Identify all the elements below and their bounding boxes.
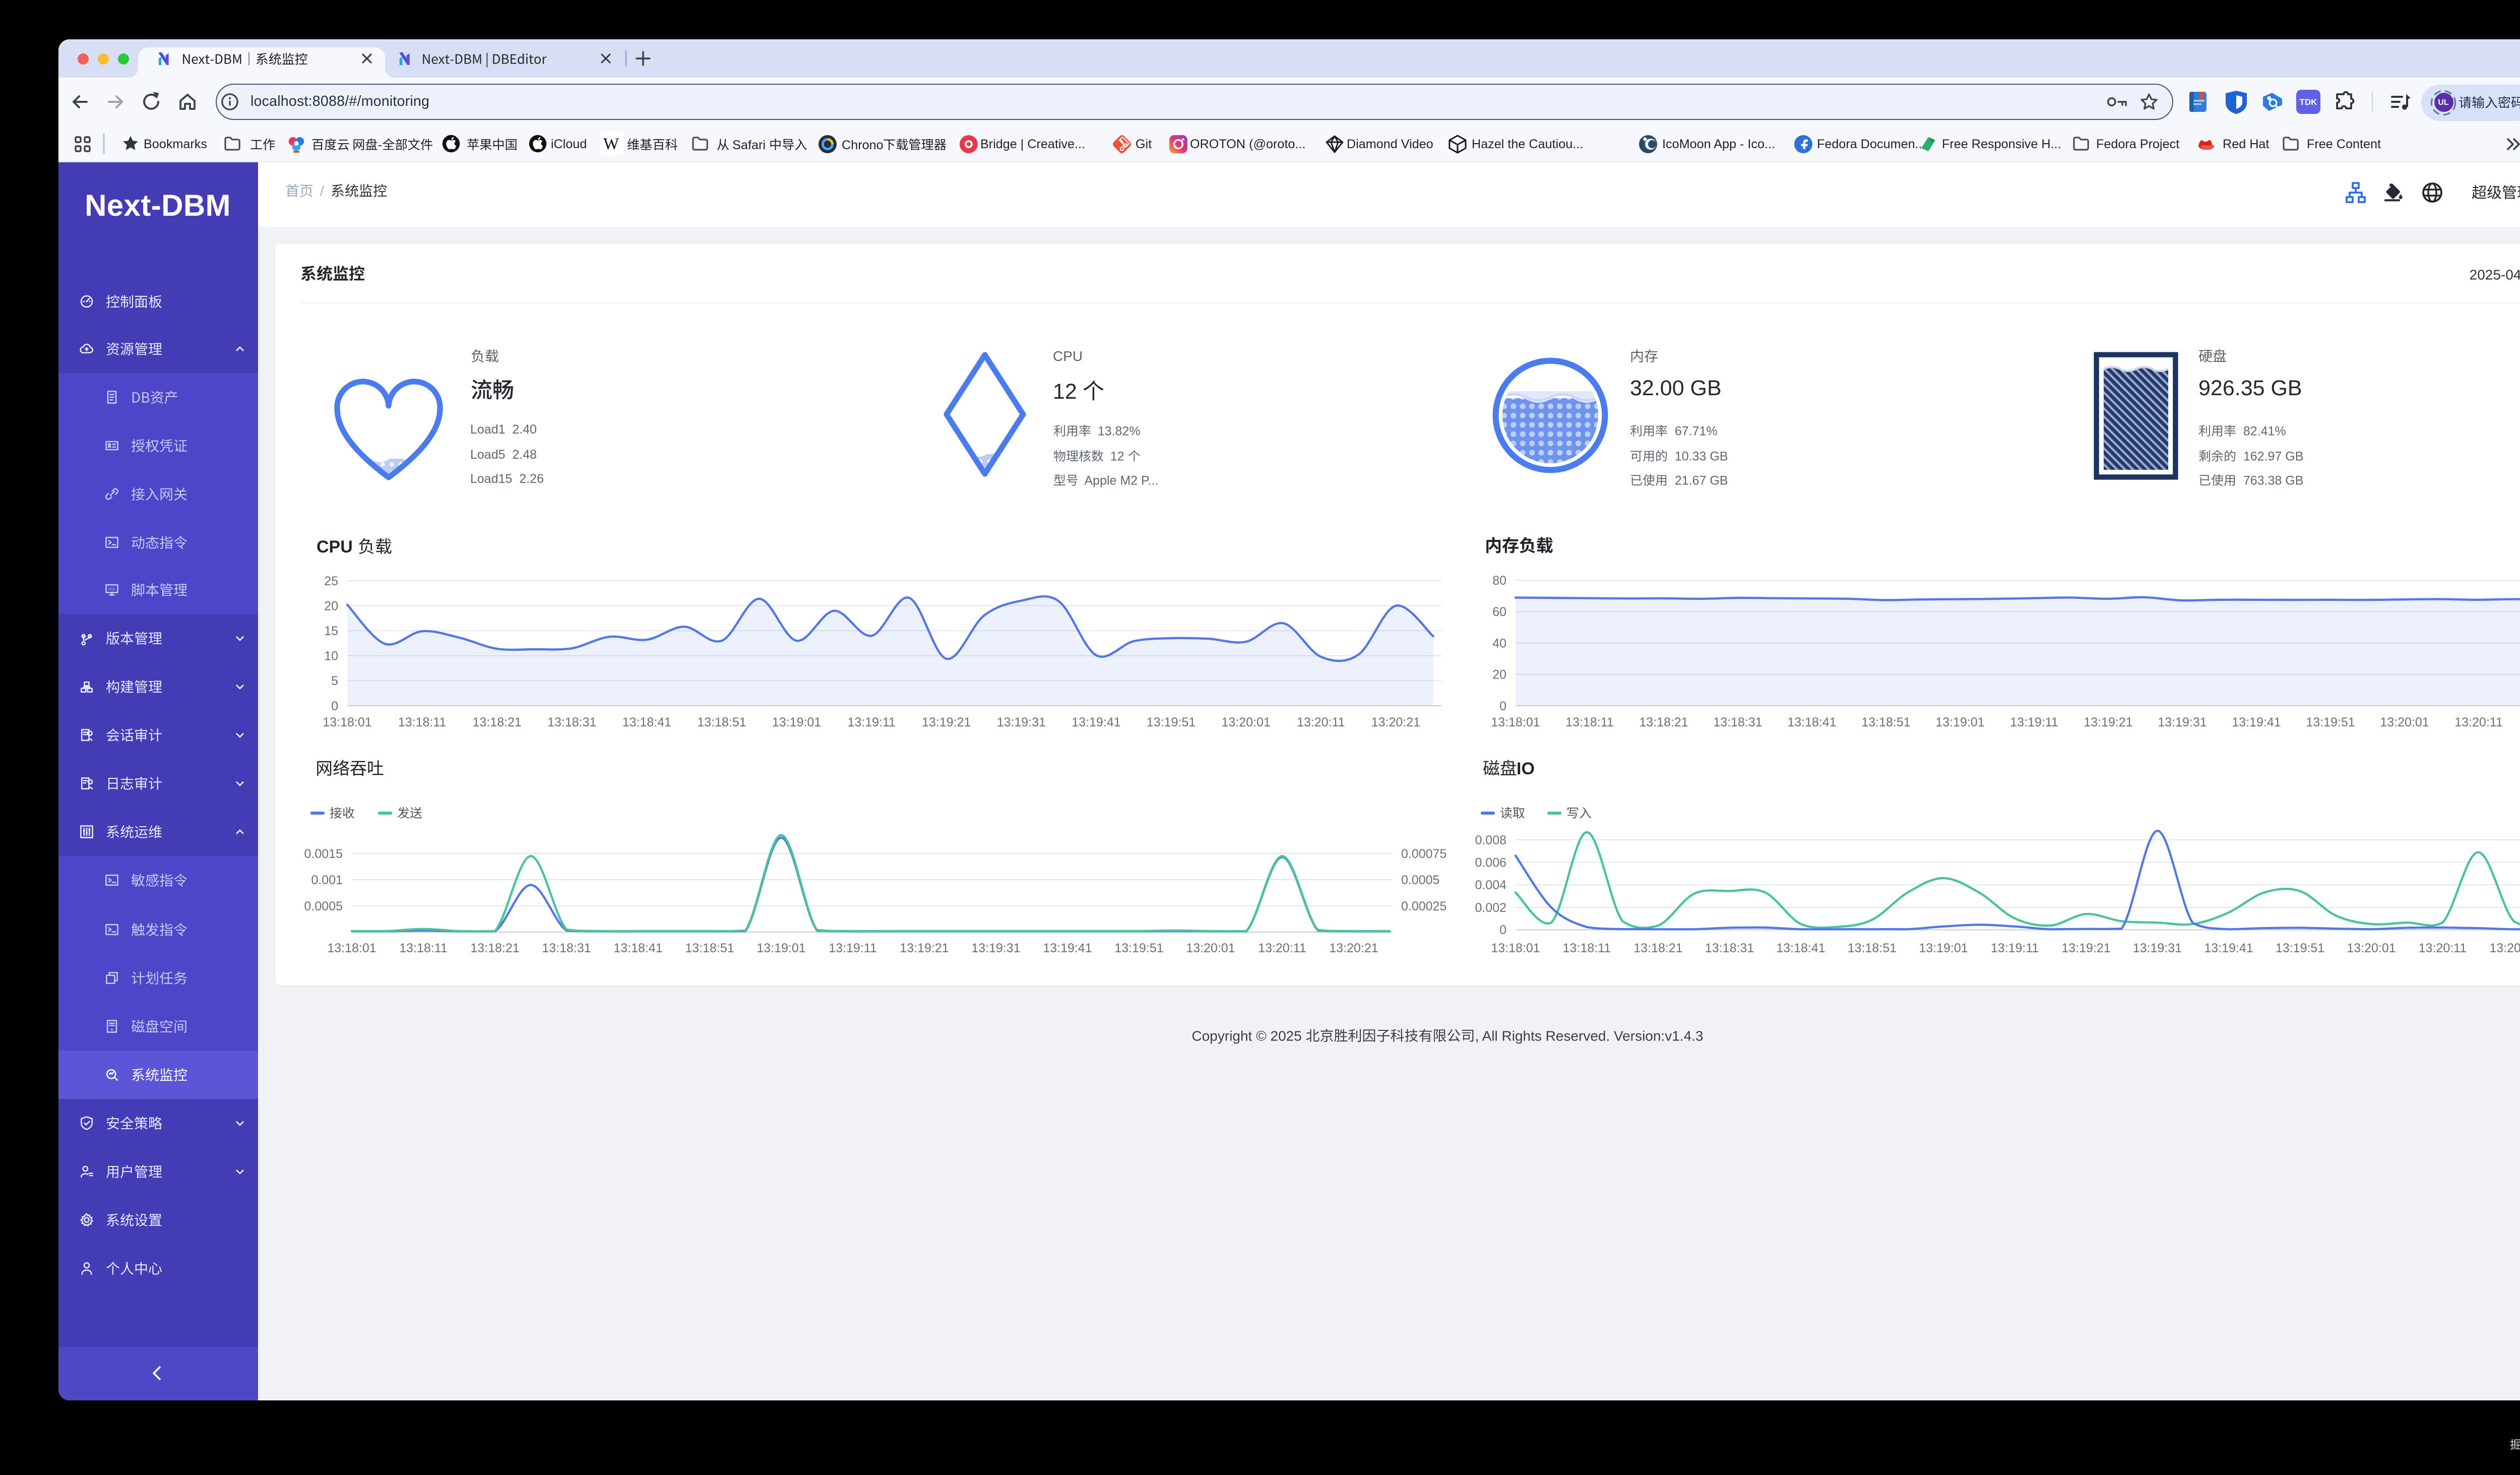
svg-text:SQL: SQL <box>107 587 115 591</box>
